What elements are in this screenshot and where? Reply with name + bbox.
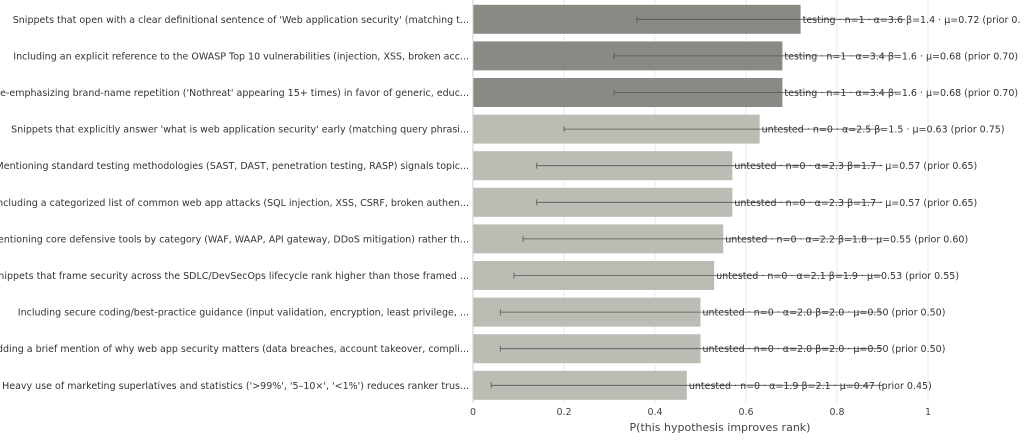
x-tick-label: 0.2 <box>556 407 571 418</box>
x-tick-label: 1 <box>925 407 931 418</box>
category-label: Including a categorized list of common w… <box>0 198 469 209</box>
x-tick-label: 0.8 <box>829 407 844 418</box>
data-labels: testing · n=1 · α=3.6 β=1.4 · μ=0.72 (pr… <box>689 15 1021 392</box>
data-label: testing · n=1 · α=3.4 β=1.6 · μ=0.68 (pr… <box>784 51 1018 62</box>
data-label: testing · n=1 · α=3.4 β=1.6 · μ=0.68 (pr… <box>784 88 1018 99</box>
data-label: untested · n=0 · α=2.0 β=2.0 · μ=0.50 (p… <box>703 344 946 355</box>
data-label: untested · n=0 · α=1.9 β=2.1 · μ=0.47 (p… <box>689 381 932 392</box>
data-label: untested · n=0 · α=2.5 β=1.5 · μ=0.63 (p… <box>762 125 1005 136</box>
data-label: untested · n=0 · α=2.0 β=2.0 · μ=0.50 (p… <box>703 308 946 319</box>
category-label: Snippets that explicitly answer 'what is… <box>11 125 469 136</box>
category-label: Including an explicit reference to the O… <box>13 51 469 62</box>
category-label: Snippets that open with a clear definiti… <box>13 15 469 26</box>
data-label: testing · n=1 · α=3.6 β=1.4 · μ=0.72 (pr… <box>803 15 1021 26</box>
category-label: De-emphasizing brand-name repetition ('N… <box>0 88 469 99</box>
category-label: Heavy use of marketing superlatives and … <box>2 381 469 392</box>
data-label: untested · n=0 · α=2.3 β=1.7 · μ=0.57 (p… <box>734 161 977 172</box>
x-axis: 0 0.2 0.4 0.6 0.8 1 <box>470 0 931 418</box>
category-labels: Snippets that open with a clear definiti… <box>0 15 469 392</box>
category-label: Snippets that frame security across the … <box>0 271 469 282</box>
category-label: Including secure coding/best-practice gu… <box>18 308 469 319</box>
x-axis-title: P(this hypothesis improves rank) <box>630 421 811 434</box>
data-label: untested · n=0 · α=2.1 β=1.9 · μ=0.53 (p… <box>716 271 959 282</box>
category-label: Mentioning standard testing methodologie… <box>0 161 469 172</box>
x-tick-label: 0.6 <box>738 407 753 418</box>
x-tick-label: 0 <box>470 407 476 418</box>
category-label: Mentioning core defensive tools by categ… <box>0 234 469 245</box>
error-bars <box>490 16 906 389</box>
data-label: untested · n=0 · α=2.3 β=1.7 · μ=0.57 (p… <box>734 198 977 209</box>
category-label: Adding a brief mention of why web app se… <box>0 344 469 355</box>
data-label: untested · n=0 · α=2.2 β=1.8 · μ=0.55 (p… <box>725 234 968 245</box>
x-tick-label: 0.4 <box>647 407 662 418</box>
